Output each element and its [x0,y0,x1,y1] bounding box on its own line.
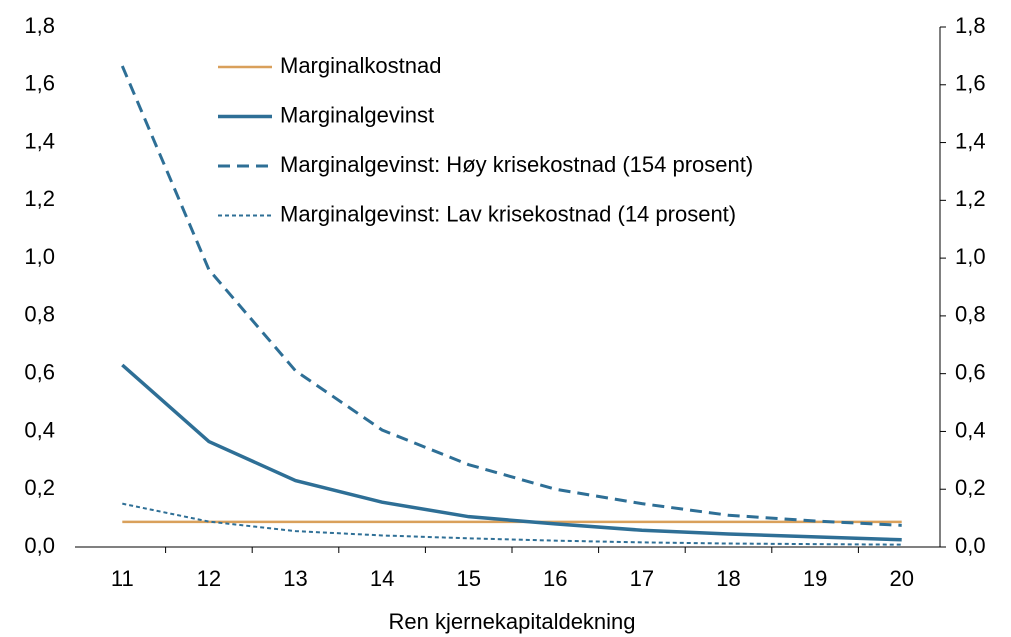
y-tick-label: 0,2 [24,475,55,500]
y2-tick-label: 0,6 [955,359,986,384]
legend-label: Marginalgevinst [280,102,434,127]
x-tick-label: 15 [456,566,480,591]
x-axis-label: Ren kjernekapitaldekning [388,609,635,634]
y-tick-label: 1,4 [24,128,55,153]
series-line [120,65,902,527]
y-tick-label: 1,0 [24,244,55,269]
x-tick-label: 19 [803,566,827,591]
x-tick-label: 11 [111,566,134,591]
series-line [121,363,902,542]
x-tick-label: 17 [630,566,654,591]
y2-tick-label: 1,0 [955,244,986,269]
series-line [122,502,902,546]
y-tick-label: 0,8 [24,302,55,327]
y2-tick-label: 0,8 [955,302,986,327]
y-tick-label: 0,6 [24,359,55,384]
x-tick-label: 20 [889,566,913,591]
y2-tick-label: 0,4 [955,417,986,442]
x-tick-label: 13 [283,566,307,591]
y2-tick-label: 0,0 [955,533,986,558]
x-tick-label: 18 [716,566,740,591]
legend-label: Marginalgevinst: Lav krisekostnad (14 pr… [280,201,736,226]
y-tick-label: 1,8 [24,13,55,38]
y2-tick-label: 1,2 [955,186,986,211]
y2-tick-label: 0,2 [955,475,986,500]
y-tick-label: 1,2 [24,186,55,211]
y2-tick-label: 1,4 [955,128,986,153]
y-tick-label: 1,6 [24,71,55,96]
y2-tick-label: 1,6 [955,71,986,96]
legend-label: Marginalkostnad [280,53,441,78]
y-tick-label: 0,0 [24,533,55,558]
x-tick-label: 14 [370,566,394,591]
x-tick-label: 16 [543,566,567,591]
y-tick-label: 0,4 [24,417,55,442]
y2-tick-label: 1,8 [955,13,986,38]
legend-label: Marginalgevinst: Høy krisekostnad (154 p… [280,152,753,177]
x-tick-label: 12 [197,566,221,591]
